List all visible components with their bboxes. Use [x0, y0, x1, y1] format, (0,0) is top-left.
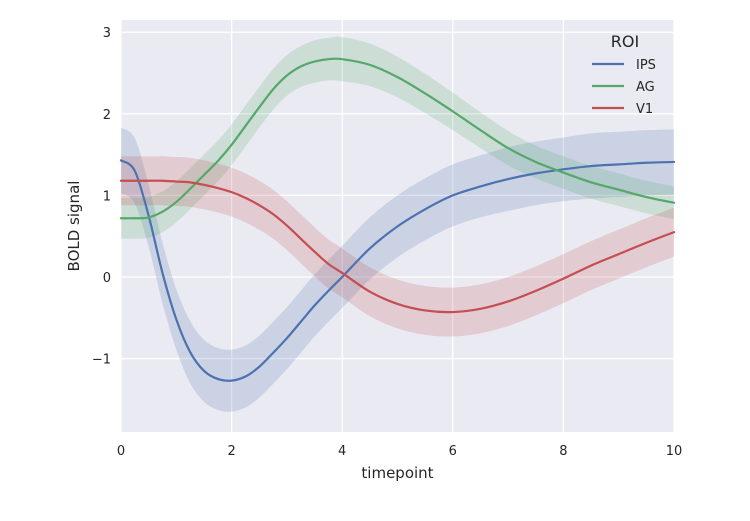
y-tick-label: 3	[103, 26, 111, 41]
y-tick-labels: −1 0 1 2 3	[92, 26, 111, 367]
y-axis-label: BOLD signal	[65, 181, 83, 272]
series-line-ips	[119, 159, 676, 382]
x-tick-label: 4	[338, 444, 346, 459]
series-lines	[119, 57, 676, 382]
band-ips	[121, 127, 674, 412]
x-axis-label: timepoint	[361, 464, 433, 482]
legend: ROI IPS AG V1	[592, 32, 656, 117]
y-tick-label: 1	[103, 189, 111, 204]
legend-title: ROI	[611, 32, 639, 51]
x-tick-label: 10	[666, 444, 683, 459]
x-tick-label: 2	[227, 444, 235, 459]
series-line-v1	[119, 179, 676, 314]
y-tick-label: 0	[103, 271, 111, 286]
legend-label-ips: IPS	[636, 58, 656, 73]
x-tick-label: 8	[559, 444, 567, 459]
x-tick-label: 6	[449, 444, 457, 459]
legend-label-ag: AG	[636, 80, 655, 95]
y-tick-label: 2	[103, 108, 111, 123]
band-ag	[121, 36, 674, 239]
grid-lines	[120, 20, 675, 432]
series-line-ag	[119, 57, 676, 220]
x-tick-label: 0	[117, 444, 125, 459]
y-tick-label: −1	[92, 353, 111, 368]
x-tick-labels: 0 2 4 6 8 10	[117, 444, 682, 459]
legend-label-v1: V1	[636, 102, 653, 117]
